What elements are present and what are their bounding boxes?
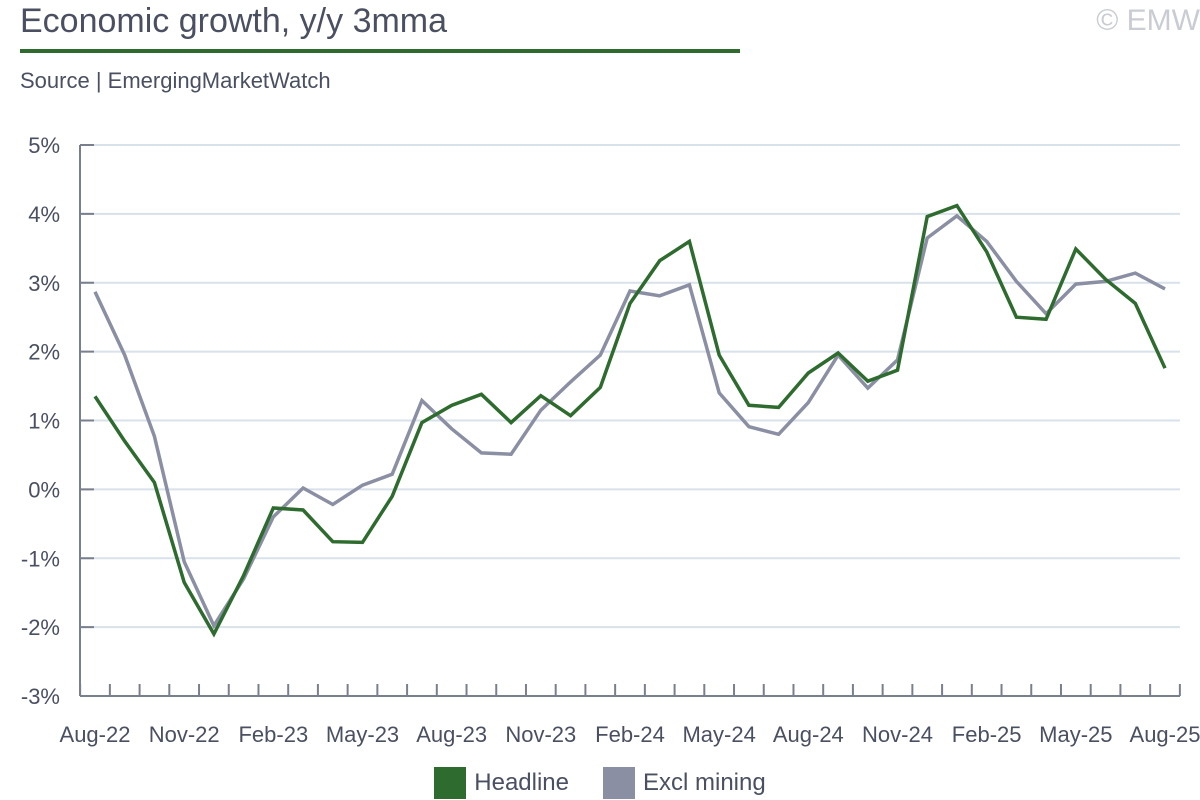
x-tick-label: Feb-24 — [595, 722, 665, 747]
y-tick-label: -3% — [21, 684, 60, 709]
legend-item-excl-mining: Excl mining — [603, 767, 766, 799]
y-tick-label: 0% — [28, 477, 60, 502]
legend-item-headline: Headline — [434, 767, 569, 799]
y-tick-label: 2% — [28, 340, 60, 365]
chart-title: Economic growth, y/y 3mma — [20, 2, 448, 40]
y-tick-label: 5% — [28, 133, 60, 158]
copyright-watermark: © EMW — [1096, 4, 1200, 37]
series-line-headline — [93, 203, 1167, 638]
x-tick-label: May-24 — [682, 722, 755, 747]
title-underline — [20, 49, 740, 53]
x-tick-label: Aug-22 — [60, 722, 131, 747]
legend-swatch-headline — [434, 767, 467, 799]
line-chart: -3% -2% -1% 0% 1% 2% 3% 4% 5% Aug-22 Nov-22 Feb-23 M… — [21, 133, 1200, 747]
y-tick-label: -2% — [21, 615, 60, 640]
y-tick-label: 3% — [28, 271, 60, 296]
x-tick-label: Feb-25 — [952, 722, 1022, 747]
y-tick-label: 1% — [28, 409, 60, 434]
x-tick-label: Aug-25 — [1130, 722, 1200, 747]
y-tick-label: -1% — [21, 546, 60, 571]
x-tick-label: Feb-23 — [238, 722, 308, 747]
series-line-excl-mining — [93, 213, 1166, 630]
x-tick-label: Nov-23 — [505, 722, 576, 747]
x-tick-label: May-23 — [326, 722, 399, 747]
source-note: Source | EmergingMarketWatch — [20, 68, 331, 93]
x-tick-label: Nov-24 — [862, 722, 933, 747]
legend-swatch-excl-mining — [603, 767, 635, 799]
chart-legend: Headline Excl mining — [0, 766, 1200, 800]
legend-label-excl-mining: Excl mining — [643, 769, 766, 796]
y-tick-label: 4% — [28, 202, 60, 227]
x-tick-label: Nov-22 — [149, 722, 220, 747]
x-tick-label: May-25 — [1039, 722, 1112, 747]
legend-label-headline: Headline — [474, 769, 569, 796]
x-tick-label: Aug-24 — [773, 722, 844, 747]
x-tick-label: Aug-23 — [416, 722, 487, 747]
